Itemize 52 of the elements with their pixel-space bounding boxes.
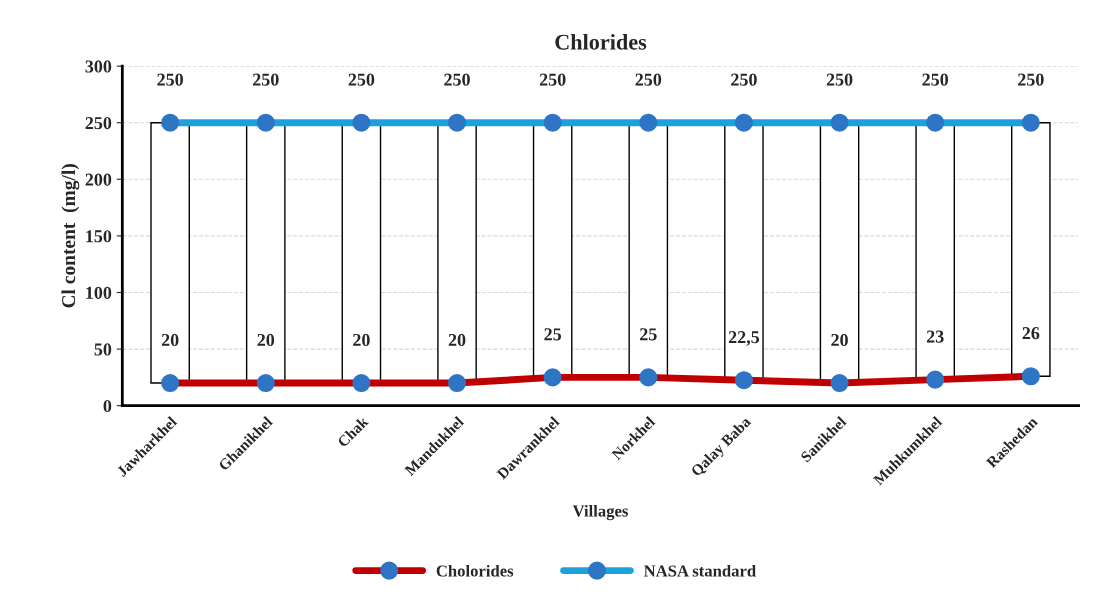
data-label: 250: [635, 73, 662, 86]
x-axis-title: Villages: [572, 504, 628, 521]
point: [639, 368, 658, 387]
point: [830, 113, 849, 132]
point: [1021, 113, 1040, 132]
data-label: 250: [444, 73, 470, 86]
point: [734, 371, 753, 390]
data-label: 250: [731, 73, 757, 86]
point: [161, 113, 180, 132]
data-label: 20: [448, 333, 466, 347]
data-label: 250: [1018, 73, 1044, 86]
legend-label: NASA standard: [643, 564, 756, 577]
point: [1021, 367, 1040, 386]
data-label: 25: [544, 328, 562, 341]
point: [256, 113, 275, 132]
point: [352, 374, 371, 393]
point: [543, 113, 562, 132]
point: [161, 374, 180, 393]
point: [926, 113, 945, 132]
chart-title: Chlorides: [555, 34, 647, 50]
y-tick-label: 150: [86, 230, 112, 243]
point: [448, 374, 467, 393]
point: [256, 374, 275, 393]
y-axis-title: Cl content (mg/l): [61, 164, 80, 308]
y-tick-label: 0: [103, 399, 112, 413]
data-label: 20: [353, 333, 370, 347]
data-label: 23: [926, 330, 944, 343]
data-label: 26: [1022, 327, 1040, 340]
data-label: 20: [831, 333, 848, 347]
data-label: 250: [348, 73, 375, 86]
data-label: 250: [826, 73, 853, 86]
data-label: 250: [539, 73, 566, 86]
point: [926, 370, 945, 389]
point: [543, 368, 562, 387]
point: [734, 113, 753, 132]
point: [830, 374, 849, 393]
legend-label: Cholorides: [436, 564, 514, 577]
point: [639, 113, 658, 132]
data-label: 250: [252, 73, 279, 86]
data-label: 25: [640, 328, 657, 341]
point: [352, 113, 371, 132]
point: [448, 113, 467, 132]
y-tick-label: 200: [85, 173, 112, 186]
data-label: 20: [161, 333, 179, 347]
data-label: 20: [257, 333, 275, 347]
data-label: 250: [157, 73, 183, 86]
y-tick-label: 100: [86, 286, 112, 299]
data-label: 22,5: [728, 331, 760, 346]
data-label: 250: [922, 73, 949, 86]
y-tick-label: 50: [94, 343, 112, 356]
y-tick-label: 250: [85, 116, 112, 130]
y-tick-label: 300: [85, 60, 112, 73]
